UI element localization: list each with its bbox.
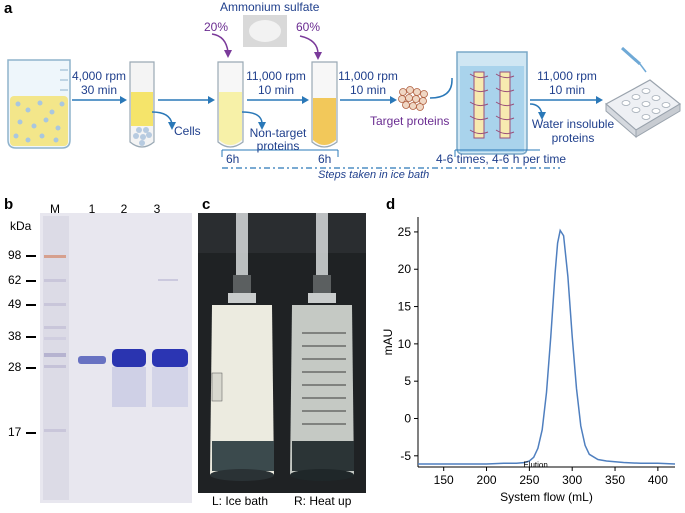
centrifuge-tube-1-icon — [129, 61, 155, 148]
marker-ticks — [26, 255, 36, 434]
protein-cluster-icon — [398, 86, 428, 111]
water-insoluble-line1: Water insoluble — [531, 117, 615, 131]
y-tick-label: 10 — [398, 337, 412, 351]
lane-3: 3 — [153, 202, 161, 216]
step1-line2: 30 min — [80, 83, 118, 97]
pipette-icon — [621, 46, 647, 73]
x-tick-label: 150 — [434, 473, 454, 487]
marker-17: 17 — [8, 425, 22, 439]
marker-98: 98 — [8, 248, 22, 262]
step3-line1: 11,000 rpm — [338, 69, 398, 83]
marker-28: 28 — [8, 360, 22, 374]
pct20-label: 20% — [204, 20, 229, 34]
chromatogram-chart: 150 200 250 300 350 400 -5 0 5 10 15 20 25 System flo… — [381, 217, 676, 504]
y-tick-label: 0 — [404, 411, 411, 425]
well-plate-icon — [604, 79, 682, 139]
target-proteins-label: Target proteins — [370, 114, 450, 128]
beaker-icon — [7, 59, 71, 149]
x-tick-label: 300 — [562, 473, 582, 487]
y-tick-label: 20 — [398, 262, 412, 276]
sds-gel-image — [40, 213, 192, 503]
kda-label: kDa — [10, 219, 32, 233]
y-tick-label: 25 — [398, 225, 412, 239]
x-tick-label: 350 — [605, 473, 625, 487]
x-tick-label: 200 — [477, 473, 497, 487]
marker-49: 49 — [8, 297, 22, 311]
dialysis-beaker-icon — [456, 51, 528, 155]
panel-a-label: a — [4, 0, 13, 17]
step2-line1: 11,000 rpm — [246, 69, 306, 83]
step4-line2: 10 min — [548, 83, 586, 97]
lane-1: 1 — [88, 202, 96, 216]
dialysis-label: 4-6 times, 4-6 h per time — [436, 152, 567, 166]
chromatogram-line — [418, 228, 676, 465]
marker-38: 38 — [8, 329, 22, 343]
step1-line1: 4,000 rpm — [71, 69, 127, 83]
y-tick-label: -5 — [400, 449, 411, 463]
right-caption: R: Heat up — [294, 494, 352, 508]
panel-a-illustration — [7, 15, 682, 169]
lane-2: 2 — [120, 202, 128, 216]
y-tick-label: 5 — [404, 374, 411, 388]
y-tick-label: 15 — [398, 300, 412, 314]
left-caption: L: Ice bath — [212, 494, 269, 508]
elution-annotation: Elution — [523, 460, 547, 469]
pct60-label: 60% — [296, 20, 321, 34]
x-tick-label: 250 — [519, 473, 539, 487]
x-axis-label: System flow (mL) — [500, 490, 593, 504]
water-insoluble-line2: proteins — [551, 131, 595, 145]
time2-label: 6h — [318, 152, 332, 166]
time1-label: 6h — [226, 152, 240, 166]
y-axis-label: mAU — [381, 329, 395, 356]
centrifuge-tube-2-icon — [217, 61, 244, 148]
lane-m: M — [50, 202, 60, 216]
step3-line2: 10 min — [349, 83, 387, 97]
step2-line2: 10 min — [257, 83, 295, 97]
x-tick-label: 400 — [648, 473, 668, 487]
syringe-photo — [198, 213, 366, 493]
marker-62: 62 — [8, 273, 22, 287]
nontarget-line2: proteins — [256, 139, 300, 153]
panel-c-label: c — [202, 196, 211, 213]
step4-line1: 11,000 rpm — [537, 69, 597, 83]
centrifuge-tube-3-icon — [311, 61, 338, 148]
ice-bath-label: Steps taken in ice bath — [318, 169, 430, 181]
panel-b-label: b — [4, 196, 14, 213]
nontarget-line1: Non-target — [249, 126, 307, 140]
panel-d-label: d — [386, 196, 396, 213]
cells-label: Cells — [174, 124, 201, 138]
ammonium-sulfate-label: Ammonium sulfate — [220, 0, 320, 14]
